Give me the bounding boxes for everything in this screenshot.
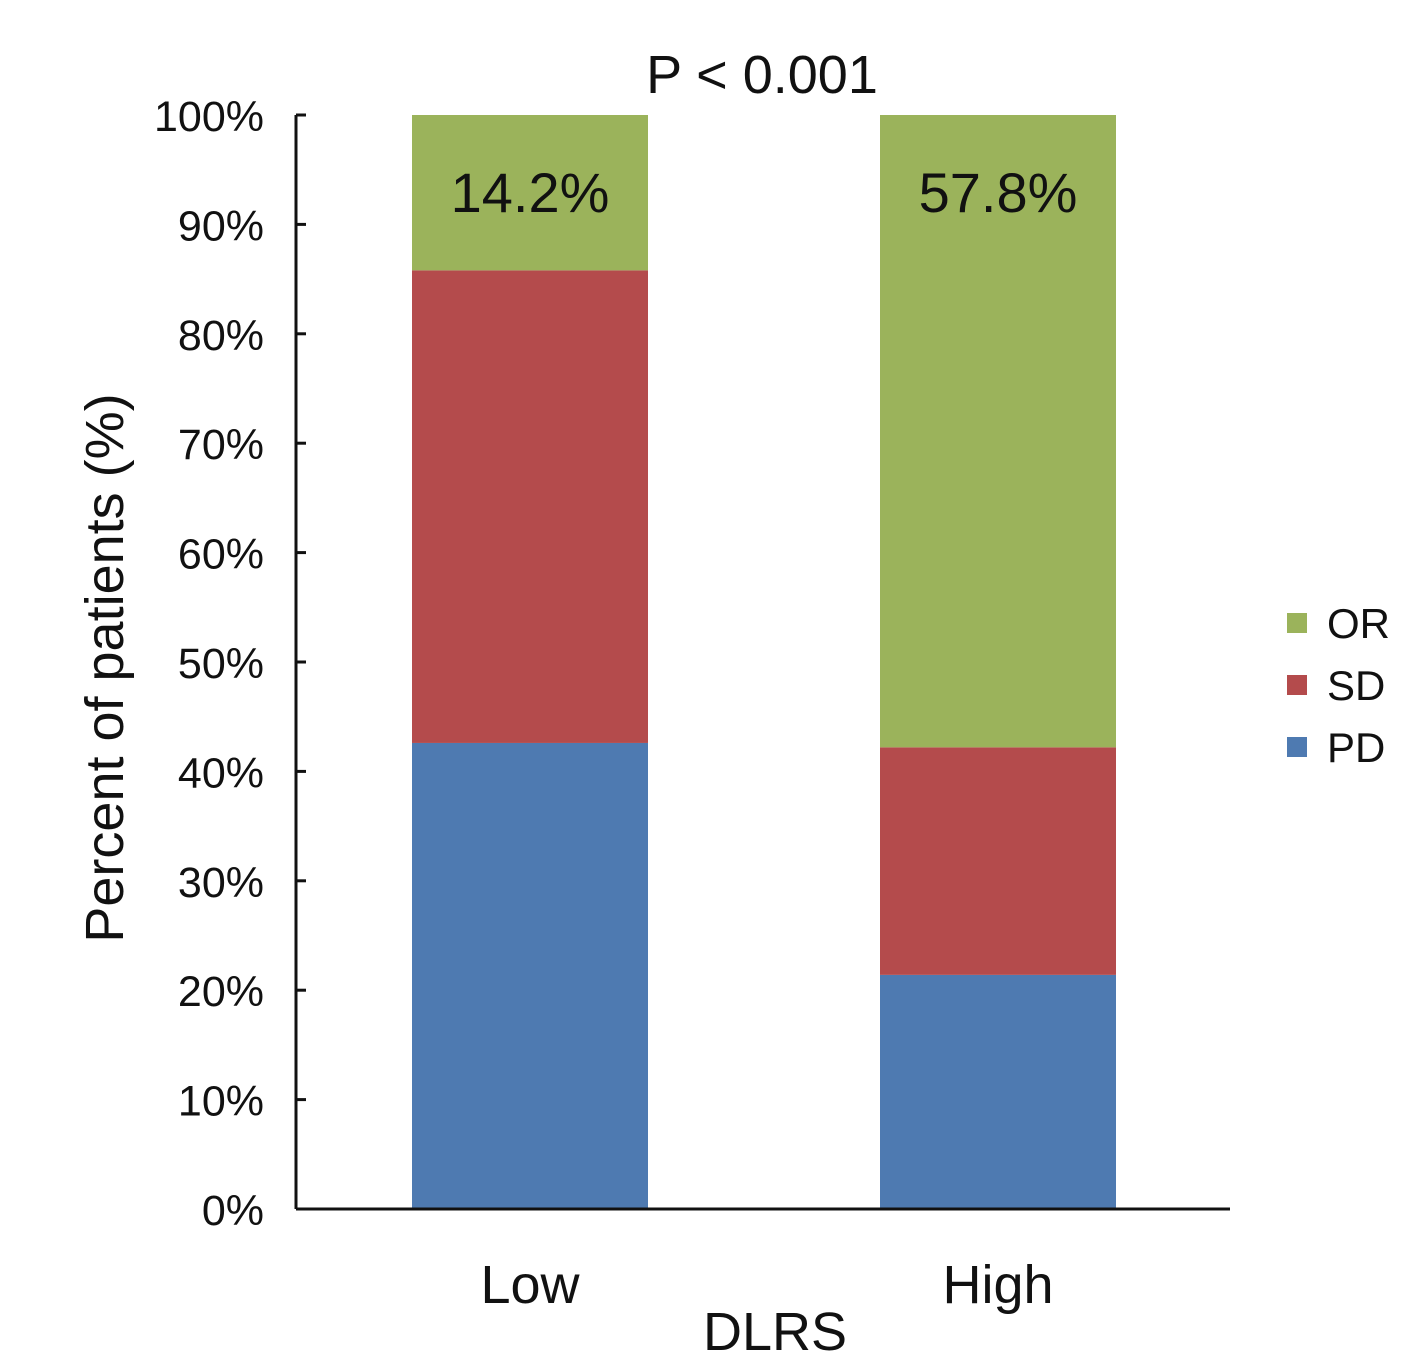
- y-tick-label: 70%: [178, 421, 264, 469]
- y-tick-label: 20%: [178, 968, 264, 1016]
- x-category-label-low: Low: [480, 1255, 580, 1315]
- annotation-layer: 14.2% 57.8%: [451, 161, 1078, 224]
- y-tick-label: 30%: [178, 859, 264, 907]
- legend-swatch-sd: [1287, 675, 1307, 695]
- y-tick-label: 100%: [154, 93, 264, 141]
- legend-label-or: OR: [1327, 600, 1390, 647]
- y-tick-label: 50%: [178, 640, 264, 688]
- bar-pd-low: [412, 742, 648, 1209]
- x-axis-title: DLRS: [703, 1302, 847, 1362]
- y-tick-labels: 0% 10% 20% 30% 40% 50% 60% 70% 80% 90% 100%: [154, 93, 264, 1235]
- bars-layer: [412, 115, 1116, 1209]
- y-tick-label: 90%: [178, 202, 264, 250]
- y-tick-label: 40%: [178, 749, 264, 797]
- bar-sd-low: [412, 270, 648, 743]
- legend-swatch-pd: [1287, 737, 1307, 757]
- legend-swatch-or: [1287, 613, 1307, 633]
- chart-title: P < 0.001: [646, 45, 878, 105]
- bar-annotation-low: 14.2%: [451, 161, 610, 224]
- legend-label-sd: SD: [1327, 662, 1385, 709]
- bar-pd-high: [880, 974, 1116, 1209]
- y-tick-label: 60%: [178, 531, 264, 579]
- y-tick-label: 0%: [202, 1187, 264, 1235]
- bar-or-high: [880, 115, 1116, 748]
- x-category-label-high: High: [942, 1255, 1053, 1315]
- bar-annotation-high: 57.8%: [919, 161, 1078, 224]
- legend-label-pd: PD: [1327, 724, 1385, 771]
- y-tick-label: 10%: [178, 1078, 264, 1126]
- axes-layer: [294, 113, 1230, 1211]
- bar-sd-high: [880, 747, 1116, 975]
- y-tick-label: 80%: [178, 312, 264, 360]
- legend: OR SD PD: [1287, 600, 1390, 771]
- y-axis-title: Percent of patients (%): [75, 393, 135, 942]
- x-category-labels: Low High: [480, 1255, 1053, 1315]
- bar-or-low: [412, 115, 648, 271]
